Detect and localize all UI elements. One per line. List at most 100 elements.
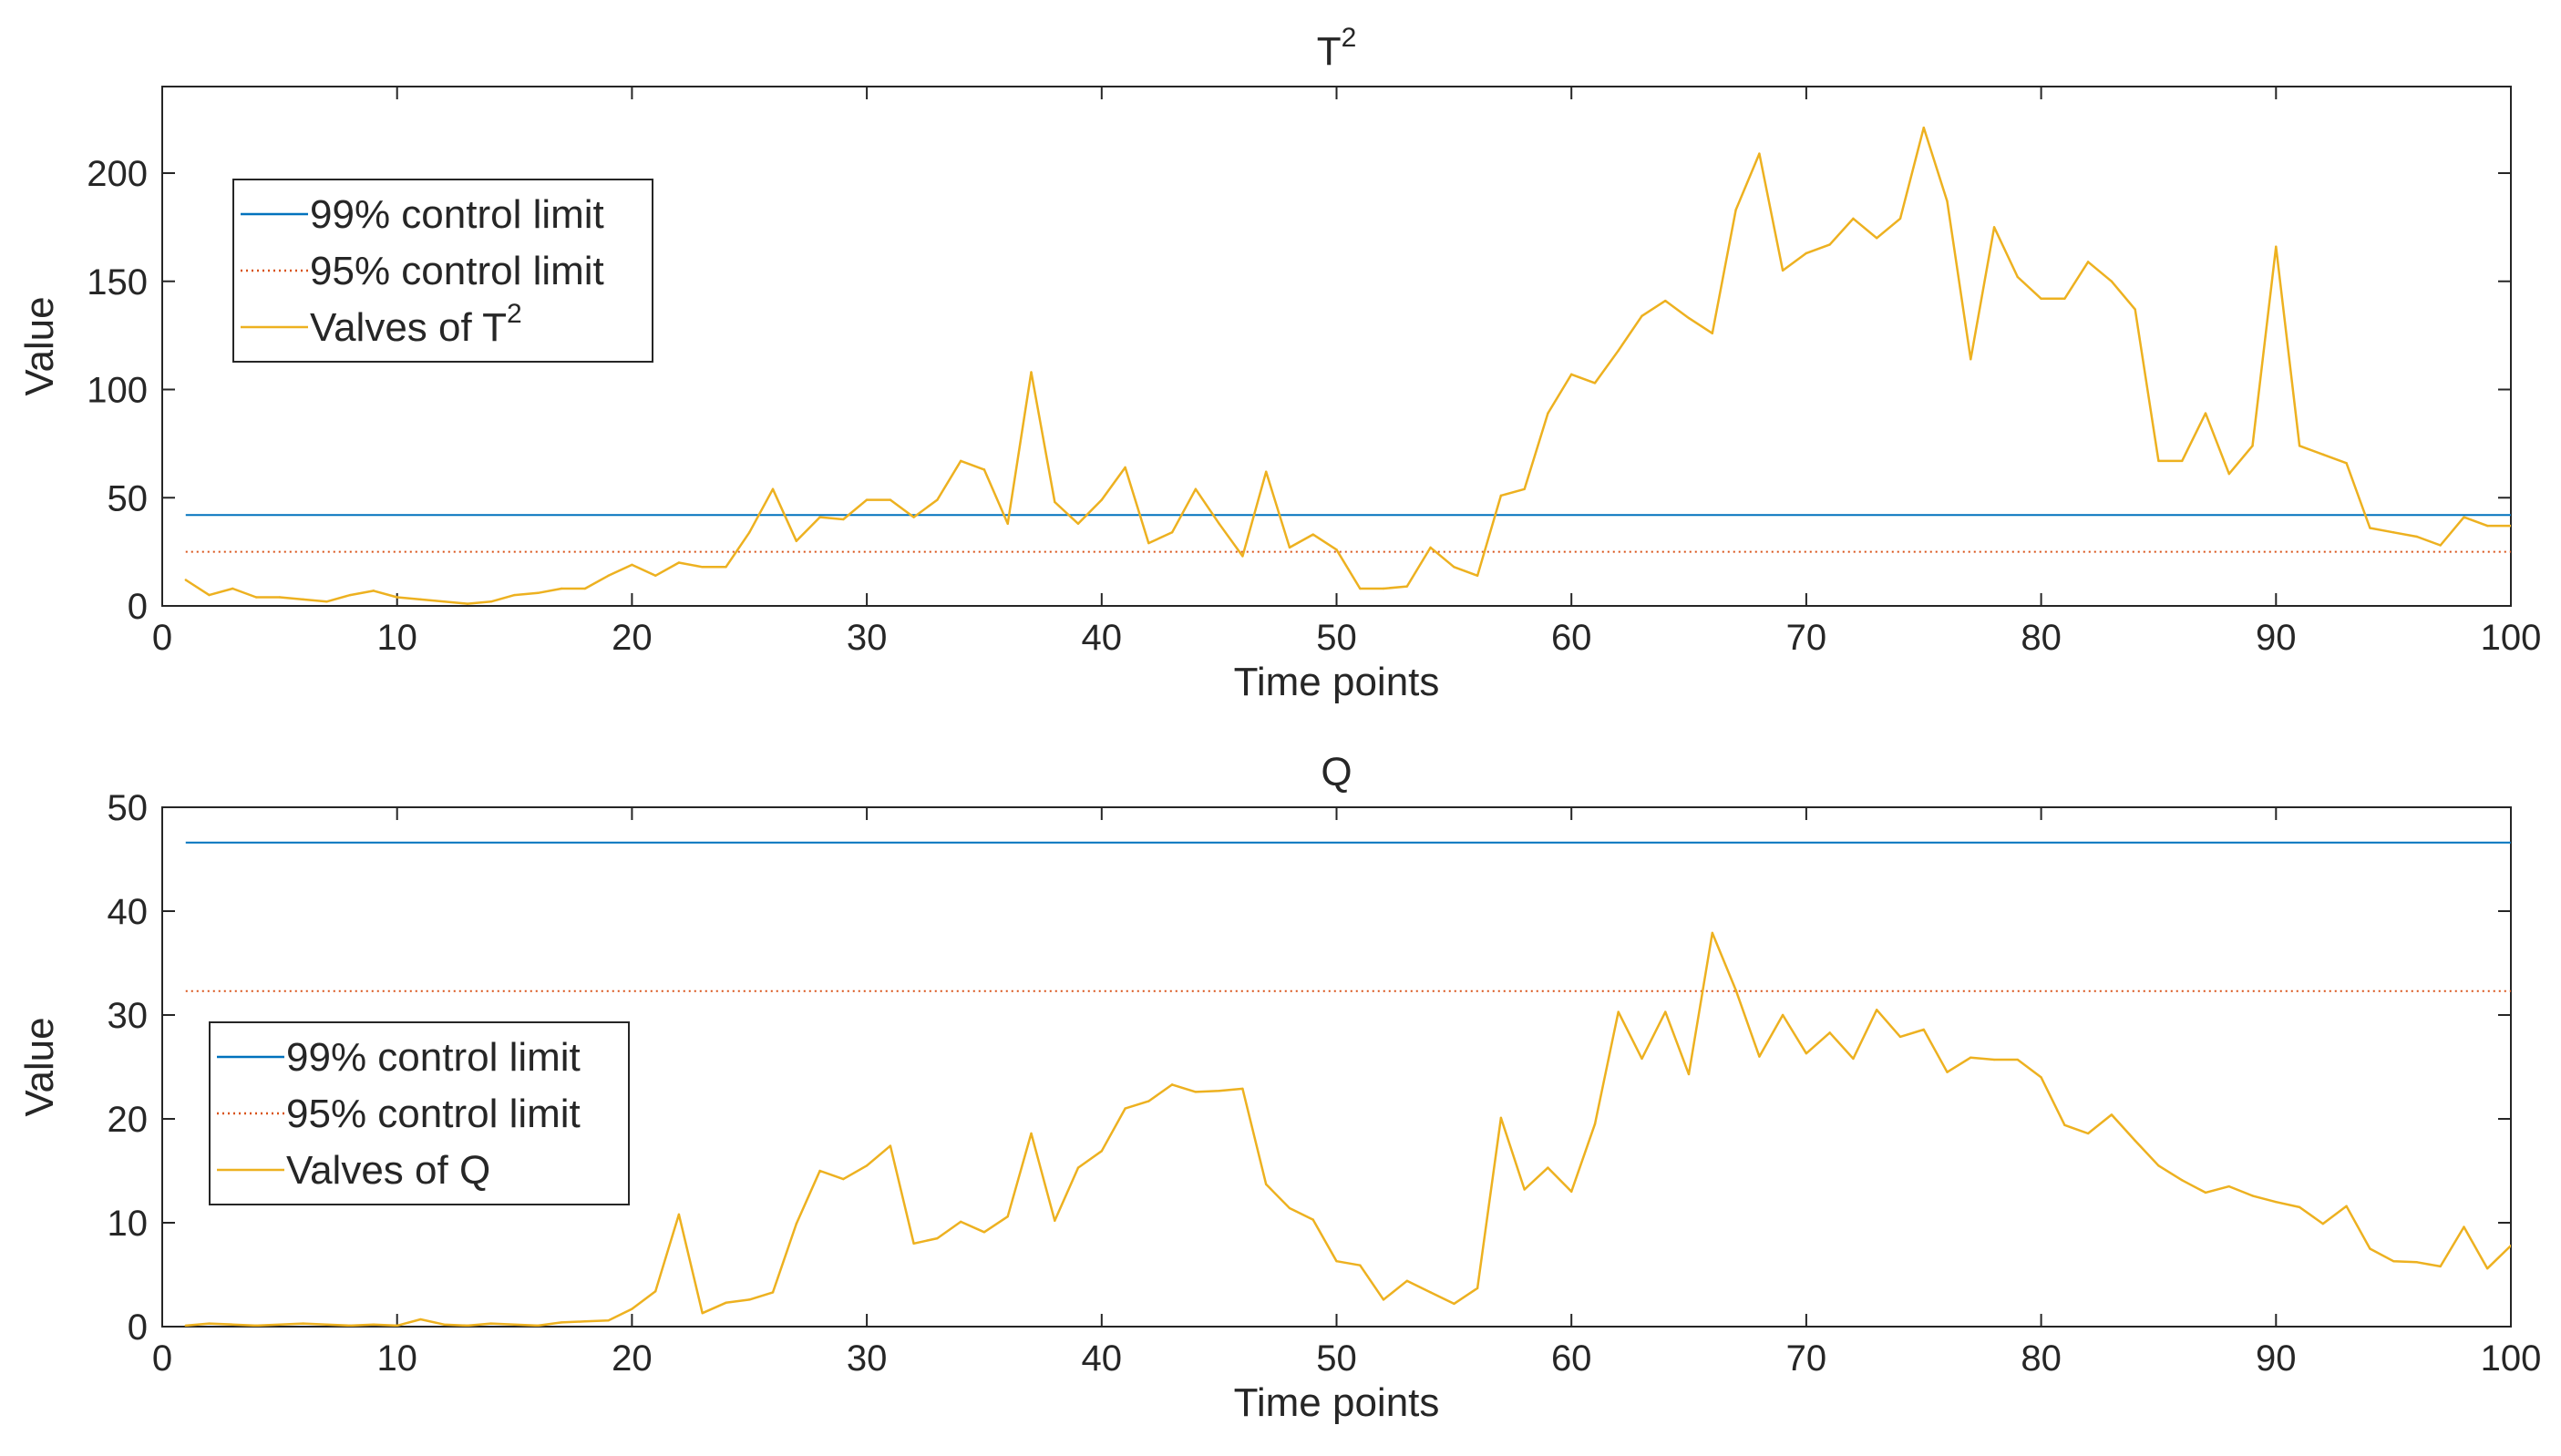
data-point	[1946, 1071, 1949, 1073]
data-point	[842, 518, 845, 521]
data-point	[348, 593, 352, 597]
data-point	[1124, 466, 1126, 469]
data-point	[583, 1320, 587, 1323]
data-point	[1876, 237, 1878, 240]
data-point	[372, 1323, 375, 1326]
data-point	[184, 1324, 187, 1327]
legend-label-text: 99% control limit	[286, 1035, 581, 1080]
data-point	[1124, 1107, 1126, 1110]
data-point	[2439, 1265, 2442, 1268]
data-point	[537, 1324, 540, 1327]
data-point	[2486, 1266, 2489, 1270]
data-point	[1828, 1031, 1831, 1034]
data-point	[302, 1322, 304, 1325]
data-point	[1030, 371, 1033, 374]
data-point	[2275, 245, 2278, 248]
x-tick-label: 100	[2481, 1338, 2542, 1379]
data-point	[982, 468, 986, 471]
data-point	[1218, 522, 1220, 525]
data-point	[1382, 587, 1385, 590]
data-point	[2227, 1184, 2230, 1188]
data-point	[2016, 275, 2020, 279]
y-tick-label: 200	[87, 154, 148, 194]
data-point	[466, 602, 469, 605]
data-point	[2509, 1244, 2511, 1247]
data-point	[2086, 261, 2090, 263]
data-point	[2298, 1205, 2301, 1209]
data-point	[1453, 566, 1455, 569]
data-point	[1006, 1215, 1009, 1218]
y-tick-label: 30	[108, 996, 149, 1036]
data-point	[560, 587, 563, 590]
data-point	[959, 1220, 962, 1224]
data-point	[2298, 445, 2301, 447]
y-tick-label: 40	[108, 892, 149, 932]
data-point	[1147, 1100, 1150, 1102]
data-point	[1006, 522, 1009, 525]
legend-box	[209, 1021, 630, 1205]
data-point	[1852, 217, 1855, 220]
chart-title-superscript: 2	[1342, 23, 1357, 53]
data-point	[443, 1323, 446, 1326]
data-point	[443, 600, 446, 603]
data-point	[1429, 546, 1432, 549]
x-tick-label: 70	[1786, 618, 1827, 658]
data-point	[278, 1323, 282, 1326]
data-point	[1711, 332, 1714, 334]
data-point	[372, 590, 375, 592]
data-point	[1593, 382, 1597, 385]
data-point	[912, 1242, 915, 1246]
data-point	[513, 1323, 516, 1326]
data-point	[1711, 931, 1714, 935]
legend-label: 99% control limit	[286, 1035, 581, 1080]
data-point	[725, 1301, 727, 1304]
data-point	[2040, 297, 2042, 300]
data-point	[701, 1311, 704, 1315]
data-point	[2134, 308, 2136, 311]
data-point	[2369, 527, 2371, 529]
data-point	[1264, 470, 1268, 473]
x-tick-label: 90	[2256, 1338, 2297, 1379]
data-point	[2321, 1222, 2325, 1225]
data-point	[489, 600, 492, 603]
data-point	[2157, 459, 2160, 463]
legend: 99% control limit 95% control limit Valves…	[209, 1021, 630, 1205]
data-point	[2275, 1201, 2278, 1204]
data-point	[1311, 1218, 1314, 1221]
x-tick-label: 10	[376, 618, 417, 658]
x-tick-label: 10	[376, 1338, 417, 1379]
data-point	[513, 593, 516, 597]
data-point	[419, 598, 422, 601]
subplot-1: 0 10 20 30 40 50 60 70 80 90 100050100150200T2Time…	[17, 23, 2541, 704]
data-point	[748, 1298, 751, 1301]
data-point	[748, 531, 751, 534]
y-tick-label: 0	[128, 1307, 148, 1348]
legend-label-text: Valves of Q	[286, 1148, 490, 1193]
data-point	[1805, 251, 1808, 255]
data-point	[231, 1323, 234, 1326]
data-point	[1664, 1010, 1667, 1013]
data-point	[1476, 1287, 1479, 1290]
data-point	[1617, 349, 1620, 352]
data-point	[1547, 412, 1549, 415]
data-point	[1288, 546, 1291, 549]
data-point	[2321, 453, 2325, 456]
x-tick-label: 30	[847, 618, 888, 658]
data-point	[208, 1322, 211, 1325]
data-point	[1992, 1058, 1996, 1061]
data-point	[1499, 1116, 1503, 1120]
x-tick-label: 80	[2021, 618, 2062, 658]
legend-label: 95% control limit	[286, 1092, 581, 1136]
data-point	[1734, 209, 1737, 211]
y-tick-label: 50	[108, 788, 149, 828]
data-point	[1617, 1010, 1620, 1013]
data-point	[231, 587, 234, 590]
data-point	[2181, 459, 2184, 463]
y-tick-label: 0	[128, 587, 148, 627]
data-point	[653, 1290, 657, 1293]
x-tick-label: 30	[847, 1338, 888, 1379]
data-point	[1758, 1055, 1761, 1058]
data-point	[2345, 462, 2348, 465]
data-point	[325, 1323, 328, 1326]
x-tick-label: 60	[1551, 618, 1592, 658]
